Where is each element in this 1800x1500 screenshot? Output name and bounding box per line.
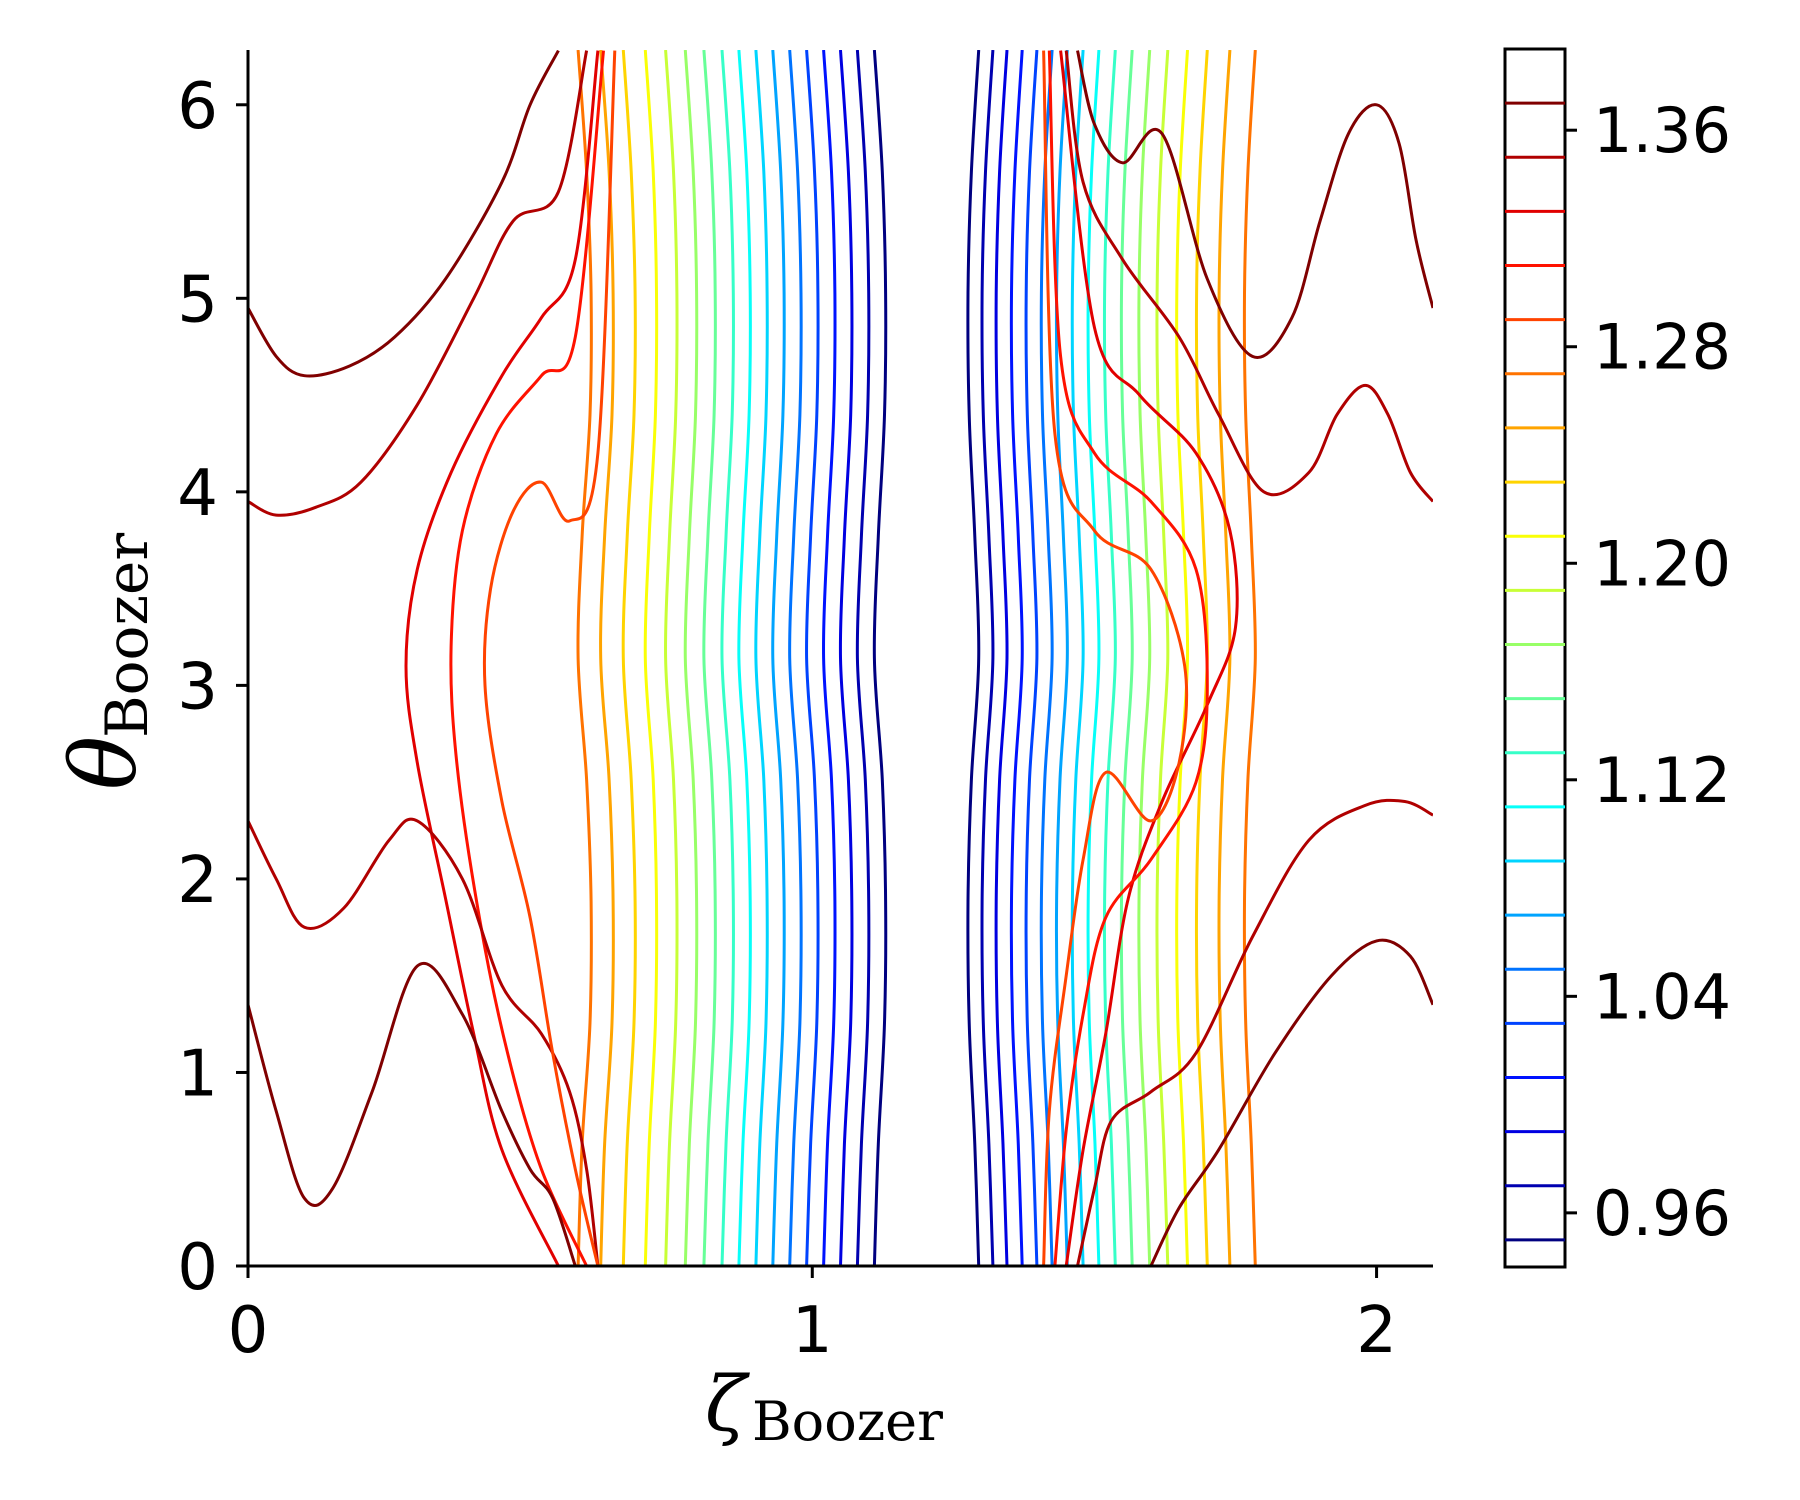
contour-line-right-23 [1054, 50, 1069, 1266]
contour-line-outer-8 [1064, 50, 1433, 503]
x-ticks: 0 1 2 [228, 1266, 1397, 1368]
contour-line-left-12 [805, 50, 820, 1266]
contour-line-left-14 [838, 50, 854, 1266]
contour-line-outer-2 [404, 50, 600, 1266]
contour-line-left-11 [788, 50, 803, 1266]
contour-line-outer-10 [1076, 798, 1433, 1266]
contour-line-left-16 [872, 50, 888, 1266]
contour-line-left-5 [683, 50, 699, 1266]
contour-line-left-1 [599, 50, 615, 1266]
contour-line-right-20 [1009, 50, 1024, 1266]
colorbar: 0.96 1.04 1.12 1.20 1.28 1.36 [1503, 47, 1731, 1269]
contour-line-right-19 [994, 50, 1009, 1266]
y-tick-label: 1 [177, 1037, 218, 1111]
contour-line-left-0 [576, 50, 593, 1266]
contour-line-left-9 [754, 50, 769, 1266]
contour-line-outer-12 [1047, 50, 1209, 1266]
y-axis-label: θ [52, 736, 157, 790]
y-axis-label-sub: Boozer [93, 533, 161, 738]
contour-line-outer-1 [248, 50, 589, 517]
contour-line-right-32 [1217, 50, 1232, 1266]
contour-line-left-4 [663, 50, 679, 1266]
contour-line-outer-9 [1149, 938, 1433, 1266]
contour-line-outer-0 [248, 50, 560, 378]
contour-line-right-27 [1119, 50, 1134, 1266]
contour-line-outer-4 [248, 962, 577, 1266]
contour-line-outer-11 [1059, 50, 1239, 1266]
contour-line-right-29 [1155, 50, 1170, 1266]
x-axis-label: ζ [705, 1359, 750, 1448]
x-tick-label: 1 [792, 1294, 833, 1368]
contour-line-right-21 [1024, 50, 1039, 1266]
contour-line-left-7 [720, 50, 735, 1266]
contour-line-left-3 [643, 50, 659, 1266]
contour-line-right-25 [1086, 50, 1101, 1266]
axes [246, 50, 1433, 1268]
contour-line-left-2 [621, 50, 637, 1266]
contour-line-left-8 [737, 50, 752, 1266]
contour-line-left-10 [771, 50, 786, 1266]
y-tick-label: 4 [177, 457, 218, 531]
contour-line-right-28 [1137, 50, 1152, 1266]
y-tick-label: 3 [177, 650, 218, 724]
contour-line-outer-5 [248, 817, 600, 1266]
contour-line-outer-3 [449, 50, 605, 1266]
x-tick-label: 2 [1356, 1294, 1397, 1368]
contour-line-right-17 [966, 50, 981, 1266]
contour-line-outer-13 [1042, 50, 1189, 1266]
y-axis-title: θ Boozer [52, 533, 161, 790]
colorbar-tick-label: 1.28 [1593, 311, 1731, 384]
x-axis-title: ζ Boozer [705, 1359, 943, 1453]
contour-line-left-13 [821, 50, 837, 1266]
y-tick-label: 5 [177, 263, 218, 337]
contour-lines [248, 50, 1433, 1266]
colorbar-frame [1503, 47, 1567, 1269]
contour-line-outer-7 [1076, 50, 1433, 359]
y-tick-label: 0 [177, 1231, 218, 1305]
colorbar-tick-label: 1.20 [1593, 527, 1731, 600]
contour-line-right-33 [1242, 50, 1257, 1266]
contour-line-right-30 [1175, 50, 1190, 1266]
colorbar-tick-label: 1.36 [1593, 94, 1731, 167]
x-axis-label-sub: Boozer [752, 1390, 943, 1453]
colorbar-tick-label: 0.96 [1593, 1177, 1731, 1250]
y-tick-label: 6 [177, 70, 218, 144]
colorbar-tick-label: 1.12 [1593, 744, 1731, 817]
x-tick-label: 0 [228, 1294, 269, 1368]
contour-line-right-22 [1039, 50, 1054, 1266]
contour-line-right-18 [980, 50, 995, 1266]
y-tick-label: 2 [177, 844, 218, 918]
y-ticks: 0 1 2 3 4 5 6 [177, 70, 248, 1305]
contour-line-right-26 [1102, 50, 1117, 1266]
contour-line-left-6 [702, 50, 717, 1266]
contour-line-outer-6 [482, 50, 617, 1266]
contour-line-left-15 [855, 50, 871, 1266]
colorbar-tick-label: 1.04 [1593, 960, 1731, 1033]
